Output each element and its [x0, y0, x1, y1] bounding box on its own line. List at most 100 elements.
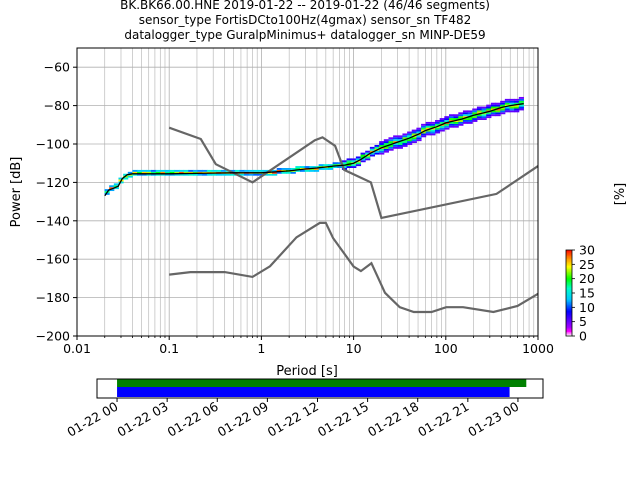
colorbar-segment	[566, 293, 572, 295]
ppsd-cell	[397, 137, 403, 140]
ppsd-cell	[495, 106, 501, 109]
ppsd-cell	[239, 173, 245, 176]
timeline-tick-label: 01-22 12	[265, 399, 321, 440]
noise-models	[168, 126, 539, 314]
ppsd-cell	[472, 120, 478, 122]
ppsd-cell	[337, 166, 343, 168]
ppsd-cell	[155, 173, 161, 176]
ppsd-cell	[444, 116, 450, 119]
ppsd-cell	[476, 118, 483, 120]
colorbar-segment	[566, 321, 572, 324]
colorbar-segment	[566, 281, 572, 284]
colorbar-segment	[566, 274, 572, 277]
colorbar-label: [%]	[613, 183, 628, 206]
ppsd-cell	[355, 164, 362, 167]
ppsd-cell	[472, 118, 478, 120]
ppsd-cell	[458, 116, 464, 119]
ppsd-cell	[448, 114, 455, 117]
ppsd-cell	[486, 104, 492, 107]
ppsd-cell	[393, 135, 399, 138]
ppsd-cell	[169, 171, 175, 174]
colorbar-segment	[566, 328, 572, 331]
grid-lines	[76, 48, 538, 337]
ppsd-cell	[416, 139, 422, 142]
ppsd-cell	[439, 127, 445, 130]
ppsd-cell	[248, 173, 254, 176]
ppsd-cell	[113, 185, 119, 188]
ppsd-cell	[509, 108, 515, 111]
ppsd-cell	[504, 108, 511, 111]
ppsd-cell	[258, 169, 264, 172]
colorbar-segment	[566, 305, 572, 308]
ppsd-cell	[188, 169, 194, 172]
ppsd-cell	[197, 169, 203, 172]
colorbar-segment	[566, 325, 572, 328]
ppsd-cell	[407, 139, 413, 142]
ppsd-cell	[509, 102, 515, 105]
ppsd-cell	[374, 152, 380, 155]
ppsd-cell	[379, 152, 385, 155]
ppsd-cell	[137, 171, 143, 174]
ppsd-cell	[467, 118, 473, 120]
ppsd-cell	[504, 100, 511, 103]
ppsd-cell	[188, 171, 194, 174]
ppsd-cell	[472, 116, 478, 119]
ppsd-cell	[393, 144, 399, 147]
ppsd-cell	[421, 133, 427, 136]
ppsd-cell	[504, 102, 511, 105]
ppsd-cell	[146, 169, 152, 172]
ppsd-cell	[369, 152, 376, 155]
ppsd-cell	[416, 131, 422, 134]
ppsd-cell	[300, 166, 306, 168]
ppsd-cell	[481, 118, 487, 120]
ppsd-cell	[481, 114, 487, 117]
ppsd-cell	[500, 102, 506, 105]
colorbar-segment	[566, 252, 572, 255]
ppsd-cell	[309, 169, 315, 172]
new-high-noise-model	[168, 126, 539, 220]
ppsd-cell	[388, 146, 394, 149]
ppsd-cell	[411, 131, 417, 134]
ppsd-cell	[113, 187, 119, 190]
ppsd-cell	[500, 104, 506, 107]
ppsd-cell	[453, 121, 459, 124]
ppsd-cell	[481, 110, 487, 113]
ppsd-cell	[514, 100, 520, 103]
ppsd-cell	[379, 150, 385, 153]
colorbar-segment	[566, 284, 572, 287]
ppsd-cell	[435, 129, 441, 132]
ppsd-cell	[351, 166, 357, 168]
ppsd-cell	[490, 114, 497, 117]
ppsd-cell	[258, 173, 264, 176]
ppsd-cell	[165, 171, 171, 174]
ppsd-cell	[146, 173, 152, 176]
ppsd-cell	[430, 123, 436, 126]
ppsd-cell	[383, 143, 389, 145]
ppsd-cell	[234, 169, 241, 172]
ppsd-cell	[458, 123, 464, 126]
ppsd-cell	[318, 168, 324, 170]
ppsd-cell	[490, 106, 497, 109]
colorbar-tick-label: 5	[579, 314, 587, 329]
ppsd-cell	[360, 152, 366, 155]
timeline-tick-label: 01-22 00	[64, 399, 120, 440]
colorbar-segment	[566, 298, 572, 301]
ppsd-cell	[127, 175, 133, 178]
timeline-tick-label: 01-22 03	[114, 399, 170, 440]
ppsd-cell	[476, 110, 483, 113]
ppsd-cell	[109, 189, 115, 192]
ppsd-cell	[151, 169, 157, 172]
ppsd-cell	[421, 123, 427, 126]
ppsd-cell	[327, 164, 334, 167]
ppsd-cell	[397, 141, 403, 144]
ppsd-cell	[341, 162, 348, 165]
mode-curve	[104, 103, 524, 197]
ppsd-cell	[369, 154, 376, 157]
ppsd-cell	[462, 110, 469, 113]
ppsd-cell	[141, 169, 147, 172]
ppsd-cell	[393, 146, 399, 149]
colorbar-segment	[566, 261, 572, 264]
ppsd-cell	[453, 125, 459, 128]
ppsd-cell	[351, 164, 357, 167]
colorbar-segment	[566, 285, 572, 288]
